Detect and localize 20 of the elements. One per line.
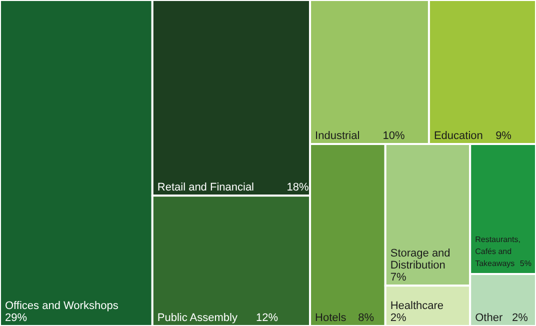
category-label: Healthcare (390, 300, 444, 312)
data-label: 12% (256, 312, 278, 324)
data-label: 18% (286, 182, 309, 194)
data-label: 10% (382, 130, 406, 142)
category-label: Restaurants, Cafés and Takeaways (475, 235, 520, 268)
category-label: Storage and Distribution (390, 248, 450, 272)
category-label: Offices and Workshops (5, 300, 119, 312)
data-label: 29% (5, 312, 28, 324)
category-label: Other (475, 312, 503, 324)
data-label: 8% (358, 312, 374, 324)
data-label: 2% (390, 312, 406, 324)
data-label: 2% (512, 312, 528, 324)
category-label: Hotels (315, 312, 347, 324)
data-label: 7% (390, 272, 406, 284)
data-label: 5% (520, 259, 532, 268)
category-label: Public Assembly (157, 312, 238, 324)
data-label: 9% (496, 130, 512, 142)
category-label: Industrial (315, 130, 360, 142)
category-label: Education (434, 130, 483, 142)
category-label: Retail and Financial (157, 182, 254, 194)
